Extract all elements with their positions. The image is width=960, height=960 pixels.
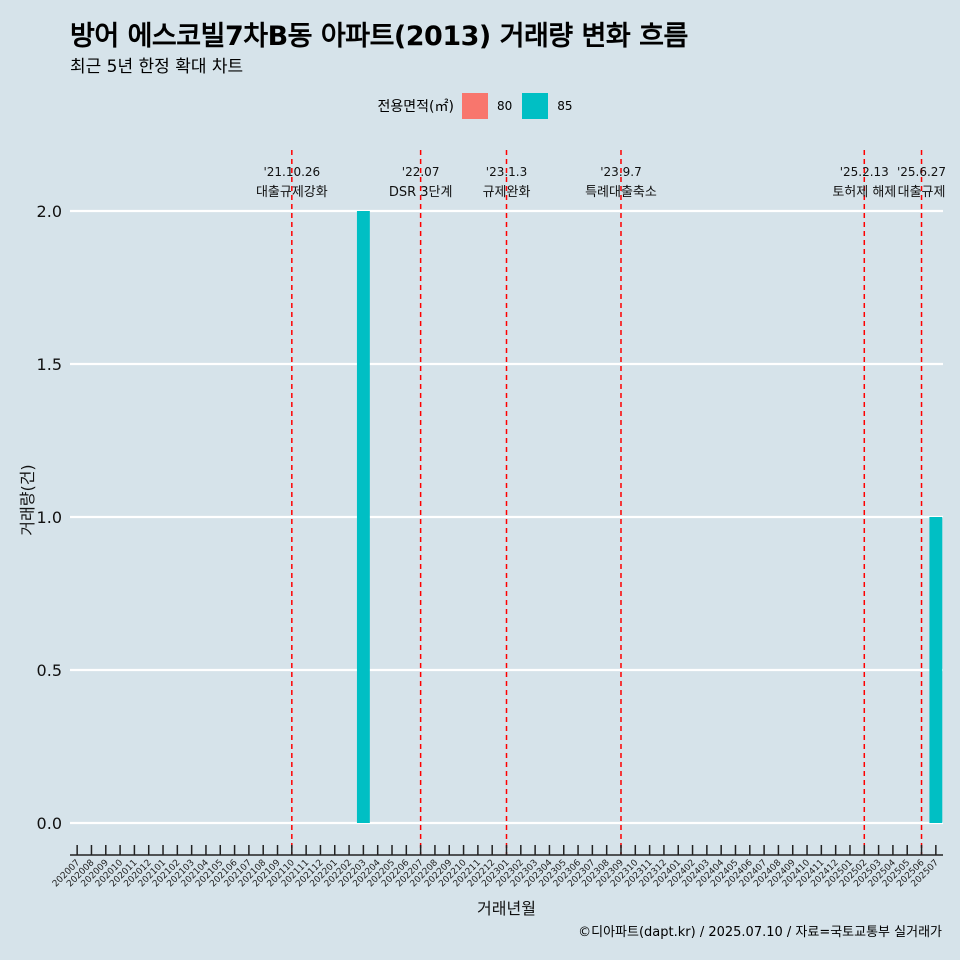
event-date: '21.10.26 <box>263 165 320 179</box>
event-date: '23.1.3 <box>486 165 527 179</box>
bar-85-202507 <box>929 517 943 823</box>
chart-subtitle: 최근 5년 한정 확대 차트 <box>70 57 244 77</box>
event-date: '23.9.7 <box>600 165 641 179</box>
event-label: DSR 3단계 <box>389 185 453 200</box>
y-tick-label: 1.0 <box>37 508 62 527</box>
event-date: '25.2.13 <box>840 165 889 179</box>
legend-label-80: 80 <box>496 99 513 113</box>
event-label: 특례대출축소 <box>585 185 657 200</box>
caption: ©디아파트(dapt.kr) / 2025.07.10 / 자료=국토교통부 실… <box>578 925 942 940</box>
y-tick-label: 1.5 <box>37 355 62 374</box>
legend: 전용면적(㎡) 80 85 <box>0 93 960 119</box>
legend-label-85: 85 <box>557 99 573 113</box>
y-axis-title: 거래량(건) <box>18 464 37 535</box>
event-date: '22.07 <box>402 165 440 179</box>
event-date: '25.6.27 <box>897 165 946 179</box>
event-label: 규제완화 <box>483 185 531 200</box>
bar-85-202203 <box>356 211 370 823</box>
y-tick-label: 0.0 <box>37 814 62 833</box>
legend-title: 전용면적(㎡) <box>377 99 454 115</box>
legend-key-85 <box>522 93 549 119</box>
legend-key-80 <box>461 93 488 119</box>
event-label: 토허제 해제 <box>832 185 896 200</box>
y-tick-label: 2.0 <box>37 202 62 221</box>
event-label: 대출규제강화 <box>256 185 328 200</box>
event-label: 대출규제 <box>898 185 946 200</box>
chart-title: 방어 에스코빌7차B동 아파트(2013) 거래량 변화 흐름 <box>70 21 688 52</box>
y-tick-label: 0.5 <box>37 661 62 680</box>
x-axis-title: 거래년월 <box>477 899 536 918</box>
